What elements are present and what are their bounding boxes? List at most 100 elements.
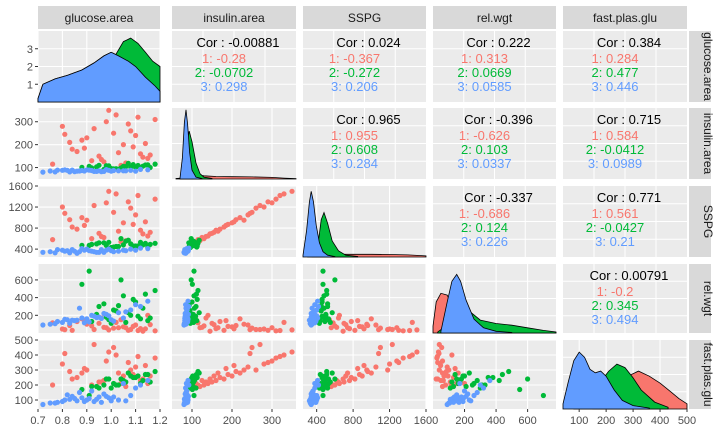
scatter-point [365, 322, 371, 329]
correlation-group-3: 3: 0.494 [592, 312, 639, 327]
y-tick-label: 400 [15, 244, 33, 256]
scatter-point [111, 167, 117, 174]
scatter-point [189, 281, 195, 287]
scatter-point [79, 215, 85, 221]
scatter-point [185, 246, 191, 252]
scatter-point [62, 210, 68, 216]
scatter-point [454, 376, 460, 382]
scatter-point [74, 317, 80, 323]
scatter-point [123, 319, 129, 325]
correlation-group-1: 1: -0.367 [329, 51, 380, 66]
scatter-point [191, 392, 197, 399]
correlation-group-3: 3: 0.298 [201, 79, 248, 94]
scatter-point [277, 353, 283, 360]
scatter-point [439, 383, 446, 390]
scatter-point [89, 383, 95, 390]
scatter-point [64, 317, 70, 323]
scatter-point [188, 236, 194, 242]
scatter-point [79, 281, 85, 287]
scatter-point [335, 315, 342, 321]
scatter-point [184, 392, 190, 398]
scatter-point [400, 355, 406, 361]
y-tick-label: 2 [27, 62, 33, 74]
scatter-point [113, 191, 119, 197]
scatter-point [52, 169, 58, 175]
scatter-point [215, 325, 221, 331]
scatter-point [79, 395, 85, 401]
scatter-point [320, 392, 326, 399]
scatter-point [111, 380, 117, 387]
scatter-point [101, 310, 107, 317]
strip-top-bg [563, 6, 687, 29]
scatter-point [311, 317, 317, 323]
scatter-point [50, 382, 56, 388]
x-tick-label: 0.7 [30, 415, 45, 427]
scatter-point [125, 121, 131, 127]
scatter-point [67, 217, 73, 223]
scatter-point [409, 319, 415, 325]
scatter-point [193, 371, 199, 378]
scatter-point [439, 370, 446, 376]
scatter-point [377, 344, 383, 351]
correlation-overall: Cor : -0.396 [464, 112, 533, 127]
scatter-point [449, 352, 455, 358]
correlation-group-3: 3: 0.446 [592, 79, 639, 94]
scatter-point [81, 222, 87, 228]
scatter-point [389, 326, 395, 333]
scatter-point [98, 315, 104, 321]
scatter-point [203, 379, 209, 385]
correlation-group-3: 3: 0.284 [331, 156, 378, 171]
scatter-point [231, 219, 237, 225]
scatter-point [191, 305, 197, 311]
scatter-point [81, 320, 87, 326]
scatter-point [130, 323, 136, 329]
y-tick-label: 100 [15, 395, 33, 407]
scatter-point [123, 309, 129, 315]
scatter-point [142, 371, 148, 378]
scatter-point [407, 327, 413, 334]
scatter-point [389, 341, 395, 348]
scatter-point [128, 205, 134, 211]
y-tick-label: 200 [15, 380, 33, 392]
scatter-point [233, 368, 239, 375]
scatter-point [193, 291, 199, 297]
scatter-point [111, 244, 117, 250]
scatter-point [309, 305, 315, 311]
scatter-point [340, 328, 346, 334]
correlation-group-3: 3: 0.21 [595, 234, 635, 249]
correlation-overall: Cor : 0.715 [597, 112, 661, 127]
x-tick-label: 200 [223, 415, 241, 427]
scatter-point [184, 317, 190, 323]
scatter-point [64, 167, 70, 173]
scatter-point [120, 315, 126, 321]
scatter-point [229, 373, 235, 379]
scatter-point [94, 164, 100, 170]
scatter-point [352, 327, 358, 333]
scatter-point [106, 239, 112, 245]
scatter-point [76, 168, 83, 174]
x-tick-label: 800 [344, 415, 362, 427]
scatter-point [461, 395, 467, 401]
scatter-point [86, 242, 92, 248]
correlation-group-1: 1: -0.626 [459, 128, 510, 143]
scatter-point [356, 323, 363, 329]
scatter-point [123, 398, 129, 404]
scatter-point [247, 327, 253, 333]
scatter-point [94, 249, 100, 255]
scatter-point [118, 376, 124, 382]
scatter-point [115, 370, 122, 376]
scatter-point [329, 310, 335, 316]
scatter-point [111, 249, 117, 255]
y-tick-label: 500 [15, 335, 33, 347]
scatter-point [147, 322, 153, 328]
scatter-point [142, 291, 148, 297]
scatter-point [281, 191, 287, 197]
scatter-point [320, 281, 326, 287]
scatter-point [113, 352, 119, 358]
panel-0-3 [433, 31, 556, 102]
scatter-point [137, 245, 144, 251]
scatter-point [192, 317, 198, 323]
